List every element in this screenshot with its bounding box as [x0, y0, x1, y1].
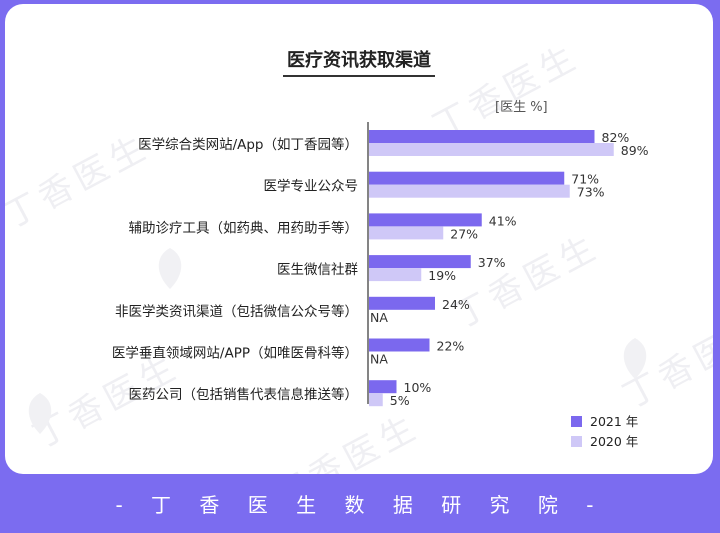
category-label: 医药公司（包括销售代表信息推送等） [129, 386, 359, 403]
category-label: 非医学类资讯渠道（包括微信公众号等） [115, 303, 358, 320]
category-label: 医学综合类网站/App（如丁香园等） [138, 136, 358, 153]
bar-series-1 [369, 213, 482, 227]
bar-series-1 [369, 296, 435, 310]
legend-swatch [571, 416, 582, 427]
bar-series-2 [369, 393, 383, 407]
title-underline [283, 75, 435, 77]
legend-swatch [571, 436, 582, 447]
category-label: 医生微信社群 [277, 262, 358, 278]
legend-label: 2020 年 [590, 434, 638, 449]
data-label: 37% [478, 255, 506, 270]
data-label: 27% [450, 226, 478, 241]
bar-series-2 [369, 226, 444, 240]
category-label: 辅助诊疗工具（如药典、用药助手等） [129, 219, 359, 236]
data-label: 89% [621, 143, 649, 158]
data-label: 73% [577, 185, 605, 200]
chart-title: 医疗资讯获取渠道 [287, 50, 431, 71]
bar-series-2 [369, 143, 614, 156]
footer: - 丁 香 医 生 数 据 研 究 院 - [0, 474, 720, 533]
data-label: 41% [489, 213, 517, 228]
unit-label: [医生 %] [495, 100, 548, 115]
bar-series-2 [369, 184, 570, 198]
category-label: 医学专业公众号 [264, 179, 359, 195]
bar-series-1 [369, 380, 397, 394]
bar-series-1 [369, 255, 471, 269]
footer-text: - 丁 香 医 生 数 据 研 究 院 - [115, 493, 605, 517]
data-label: 71% [571, 172, 599, 187]
legend-label: 2021 年 [590, 414, 638, 429]
na-label: NA [370, 310, 388, 325]
data-label: 22% [437, 339, 465, 354]
bar-series-1 [369, 130, 595, 143]
bar-series-1 [369, 338, 430, 352]
data-label: 5% [390, 393, 410, 408]
data-label: 82% [602, 130, 630, 145]
data-label: 24% [442, 297, 470, 312]
bar-chart: 医学综合类网站/App（如丁香园等） 82%89% 医学专业公众号 71%73% 辅助诊… [112, 122, 649, 449]
data-label: 10% [404, 380, 432, 395]
chart-card: 丁香医生 丁香医生 丁香医生 丁香医生 丁香医生 丁香医生 医疗资讯获取渠道 [… [5, 4, 713, 474]
data-label: 19% [428, 268, 456, 283]
bar-series-1 [369, 171, 565, 185]
category-label: 医学垂直领域网站/APP（如唯医骨科等） [112, 345, 358, 362]
na-label: NA [370, 352, 388, 367]
bar-series-2 [369, 268, 422, 282]
